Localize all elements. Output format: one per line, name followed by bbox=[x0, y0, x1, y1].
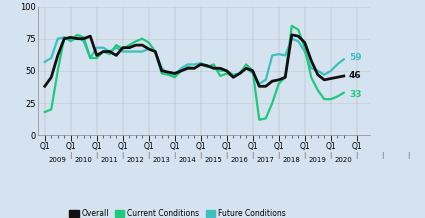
Text: |: | bbox=[173, 153, 176, 160]
Text: |: | bbox=[408, 153, 410, 160]
Text: 59: 59 bbox=[349, 53, 362, 63]
Text: |: | bbox=[96, 153, 98, 160]
Text: |: | bbox=[278, 153, 280, 160]
Text: |: | bbox=[70, 153, 72, 160]
Text: 46: 46 bbox=[349, 72, 362, 80]
Text: |: | bbox=[303, 153, 306, 160]
Text: |: | bbox=[147, 153, 150, 160]
Text: |: | bbox=[252, 153, 254, 160]
Legend: Overall, Current Conditions, Future Conditions: Overall, Current Conditions, Future Cond… bbox=[66, 206, 289, 218]
Text: |: | bbox=[356, 153, 358, 160]
Text: |: | bbox=[226, 153, 228, 160]
Text: |: | bbox=[329, 153, 332, 160]
Text: 33: 33 bbox=[349, 90, 361, 99]
Text: |: | bbox=[122, 153, 124, 160]
Text: |: | bbox=[382, 153, 384, 160]
Text: |: | bbox=[200, 153, 202, 160]
